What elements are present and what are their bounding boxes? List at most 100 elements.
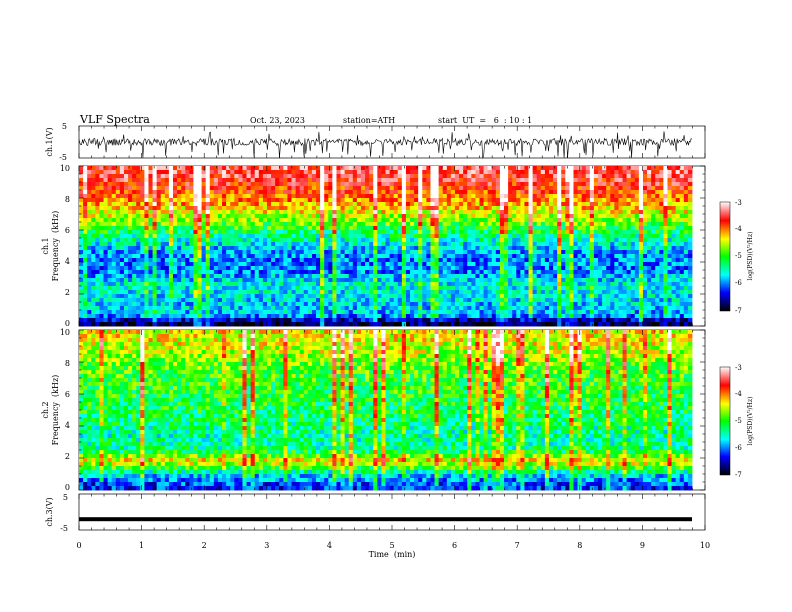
spectrogram-cell	[300, 254, 304, 258]
spectrogram-cell	[165, 190, 169, 194]
spectrogram-cell	[377, 242, 381, 246]
spectrogram-cell	[222, 274, 226, 278]
spectrogram-cell	[578, 266, 582, 270]
spectrogram-cell	[198, 178, 202, 182]
spectrogram-cell	[447, 230, 451, 234]
spectrogram-cell	[492, 290, 496, 294]
spectrogram-cell	[267, 290, 271, 294]
spectrogram-cell	[373, 262, 377, 266]
spectrogram-cell	[140, 166, 144, 170]
spectrogram-cell	[386, 266, 390, 270]
spectrogram-cell	[430, 206, 434, 210]
spectrogram-cell	[443, 222, 447, 226]
spectrogram-cell	[455, 166, 459, 170]
spectrogram-cell	[275, 202, 279, 206]
spectrogram-cell	[569, 166, 573, 170]
spectrogram-cell	[202, 258, 206, 262]
spectrogram-cell	[275, 198, 279, 202]
spectrogram-cell	[647, 294, 651, 298]
spectrogram-cell	[623, 286, 627, 290]
spectrogram-cell	[639, 178, 643, 182]
spectrogram-cell	[529, 266, 533, 270]
spectrogram-cell	[610, 226, 614, 230]
spectrogram-cell	[451, 238, 455, 242]
spectrogram-cell	[345, 258, 349, 262]
spectrogram-cell	[663, 254, 667, 258]
spectrogram-cell	[631, 170, 635, 174]
spectrogram-cell	[484, 278, 488, 282]
spectrogram-cell	[296, 286, 300, 290]
spectrogram-cell	[398, 186, 402, 190]
spectrogram-cell	[553, 214, 557, 218]
spectrogram-cell	[83, 294, 87, 298]
spectrogram-cell	[324, 214, 328, 218]
spectrogram-cell	[508, 226, 512, 230]
spectrogram-cell	[165, 298, 169, 302]
spectrogram-cell	[312, 198, 316, 202]
spectrogram-cell	[573, 246, 577, 250]
spectrogram-cell	[467, 190, 471, 194]
spectrogram-cell	[124, 186, 128, 190]
spectrogram-cell	[144, 234, 148, 238]
spectrogram-cell	[496, 278, 500, 282]
spectrogram-cell	[198, 210, 202, 214]
spectrogram-cell	[210, 230, 214, 234]
spectrogram-cell	[541, 178, 545, 182]
spectrogram-cell	[210, 258, 214, 262]
spectrogram-cell	[189, 286, 193, 290]
spectrogram-cell	[169, 246, 173, 250]
spectrogram-cell	[120, 202, 124, 206]
spectrogram-cell	[99, 242, 103, 246]
spectrogram-cell	[651, 294, 655, 298]
spectrogram-cell	[561, 182, 565, 186]
spectrogram-cell	[308, 270, 312, 274]
spectrogram-cell	[381, 170, 385, 174]
spectrogram-cell	[336, 278, 340, 282]
spectrogram-cell	[512, 210, 516, 214]
spectrogram-cell	[132, 238, 136, 242]
spectrogram-cell	[602, 210, 606, 214]
spectrogram-cell	[680, 206, 684, 210]
spectrogram-cell	[684, 186, 688, 190]
spectrogram-cell	[271, 286, 275, 290]
spectrogram-cell	[116, 198, 120, 202]
spectrogram-cell	[667, 214, 671, 218]
spectrogram-cell	[140, 294, 144, 298]
spectrogram-cell	[410, 286, 414, 290]
spectrogram-cell	[108, 290, 112, 294]
spectrogram-cell	[471, 206, 475, 210]
spectrogram-cell	[627, 262, 631, 266]
spectrogram-cell	[406, 254, 410, 258]
spectrogram-cell	[369, 262, 373, 266]
spectrogram-cell	[667, 282, 671, 286]
spectrogram-cell	[296, 254, 300, 258]
spectrogram-cell	[594, 274, 598, 278]
ch1-spectrogram-panel: 10 8 6 4 2 0 ch.1 Frequency (kHz)	[41, 164, 705, 328]
spectrogram-cell	[557, 270, 561, 274]
spectrogram-cell	[484, 246, 488, 250]
spectrogram-cell	[91, 182, 95, 186]
spectrogram-cell	[475, 202, 479, 206]
spectrogram-cell	[345, 270, 349, 274]
spectrogram-cell	[373, 218, 377, 222]
spectrogram-cell	[336, 202, 340, 206]
spectrogram-cell	[410, 202, 414, 206]
spectrogram-cell	[320, 274, 324, 278]
spectrogram-cell	[377, 282, 381, 286]
spectrogram-cell	[222, 174, 226, 178]
spectrogram-cell	[655, 274, 659, 278]
spectrogram-cell	[553, 270, 557, 274]
spectrogram-cell	[659, 286, 663, 290]
spectrogram-cell	[667, 194, 671, 198]
spectrogram-cell	[210, 262, 214, 266]
spectrogram-cell	[222, 194, 226, 198]
spectrogram-cell	[602, 170, 606, 174]
spectrogram-cell	[292, 246, 296, 250]
spectrogram-cell	[153, 210, 157, 214]
spectrogram-cell	[222, 246, 226, 250]
spectrogram-cell	[128, 166, 132, 170]
spectrogram-cell	[144, 222, 148, 226]
spectrogram-cell	[516, 290, 520, 294]
spectrogram-cell	[688, 202, 692, 206]
spectrogram-cell	[430, 266, 434, 270]
